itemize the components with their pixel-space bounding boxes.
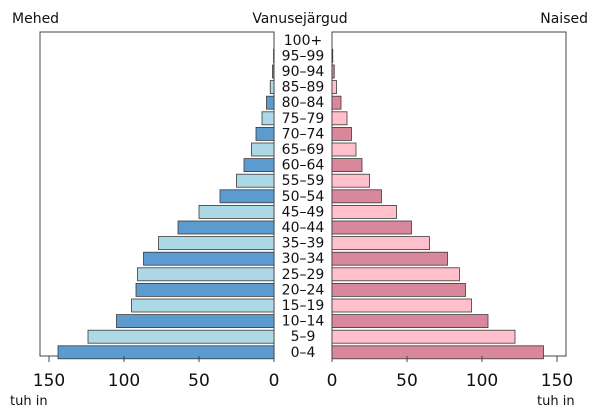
age-label-5–9: 5–9 <box>291 329 316 345</box>
age-label-25–29: 25–29 <box>282 267 325 283</box>
bar-women-95–99 <box>331 49 334 63</box>
x-tick-label-men-0: 0 <box>269 371 280 391</box>
age-label-35–39: 35–39 <box>282 236 325 252</box>
bar-men-25–29 <box>137 267 275 282</box>
left-panel-label: Mehed <box>12 11 59 27</box>
bar-men-5–9 <box>87 329 275 344</box>
bar-women-15–19 <box>331 298 472 313</box>
age-label-40–44: 40–44 <box>282 220 325 236</box>
bar-women-80–84 <box>331 95 342 110</box>
bar-men-75–79 <box>261 111 275 126</box>
men-bars-group <box>57 49 275 360</box>
bar-women-25–29 <box>331 267 460 282</box>
bar-women-0–4 <box>331 345 544 360</box>
bar-women-30–34 <box>331 251 448 266</box>
age-label-55–59: 55–59 <box>282 173 325 189</box>
bar-women-75–79 <box>331 111 348 126</box>
left-unit-label: tuh in <box>10 394 48 409</box>
bar-men-90–94 <box>272 64 275 79</box>
chart-title: Vanusejärgud <box>252 11 347 27</box>
age-label-80–84: 80–84 <box>282 95 325 111</box>
bar-men-85–89 <box>269 80 275 94</box>
x-tick-label-women-0: 0 <box>327 371 338 391</box>
bar-men-55–59 <box>236 173 275 188</box>
age-label-75–79: 75–79 <box>282 111 325 127</box>
bar-women-55–59 <box>331 173 370 188</box>
right-panel-label: Naised <box>540 11 588 27</box>
bar-men-45–49 <box>198 204 275 219</box>
bar-women-85–89 <box>331 80 337 94</box>
bar-women-90–94 <box>331 64 335 79</box>
x-tick-label-men-100: 100 <box>108 371 140 391</box>
bar-men-20–24 <box>135 282 275 297</box>
age-label-70–74: 70–74 <box>282 126 325 142</box>
women-bars-group <box>331 49 544 360</box>
bar-women-35–39 <box>331 236 430 251</box>
age-labels-group: 100+95–9990–9485–8980–8475–7970–7465–696… <box>282 33 325 361</box>
age-label-50–54: 50–54 <box>282 189 325 205</box>
bar-men-35–39 <box>158 236 275 251</box>
bar-men-0–4 <box>57 345 275 360</box>
age-label-0–4: 0–4 <box>291 345 316 361</box>
bar-women-50–54 <box>331 189 382 204</box>
age-label-10–14: 10–14 <box>282 314 325 330</box>
age-label-100+: 100+ <box>284 33 322 49</box>
age-label-15–19: 15–19 <box>282 298 325 314</box>
bar-men-60–64 <box>243 158 275 173</box>
right-unit-label: tuh in <box>537 394 575 409</box>
bar-men-15–19 <box>131 298 275 313</box>
bar-women-65–69 <box>331 142 357 157</box>
bar-men-50–54 <box>219 189 275 204</box>
bar-men-10–14 <box>116 314 275 329</box>
bar-women-10–14 <box>331 314 489 329</box>
bar-women-5–9 <box>331 329 516 344</box>
bar-women-60–64 <box>331 158 363 173</box>
age-label-20–24: 20–24 <box>282 282 325 298</box>
bar-women-70–74 <box>331 127 352 141</box>
age-label-85–89: 85–89 <box>282 80 325 96</box>
age-label-60–64: 60–64 <box>282 158 325 174</box>
bar-women-40–44 <box>331 220 412 235</box>
bar-men-80–84 <box>266 95 275 110</box>
x-tick-label-women-50: 50 <box>396 371 418 391</box>
x-tick-label-men-50: 50 <box>188 371 210 391</box>
age-label-45–49: 45–49 <box>282 204 325 220</box>
bar-women-45–49 <box>331 204 397 219</box>
bar-men-30–34 <box>143 251 275 266</box>
bar-men-65–69 <box>251 142 275 157</box>
age-label-65–69: 65–69 <box>282 142 325 158</box>
bar-men-40–44 <box>177 220 275 235</box>
bar-women-20–24 <box>331 282 466 297</box>
x-tick-label-women-150: 150 <box>541 371 573 391</box>
x-tick-label-women-100: 100 <box>466 371 498 391</box>
age-label-90–94: 90–94 <box>282 64 325 80</box>
bar-men-70–74 <box>255 127 275 141</box>
age-label-30–34: 30–34 <box>282 251 325 267</box>
age-label-95–99: 95–99 <box>282 48 325 64</box>
x-axis-ticks-group: 150 100 50 0 0 50 100 150 <box>33 356 573 391</box>
x-tick-label-men-150: 150 <box>33 371 65 391</box>
